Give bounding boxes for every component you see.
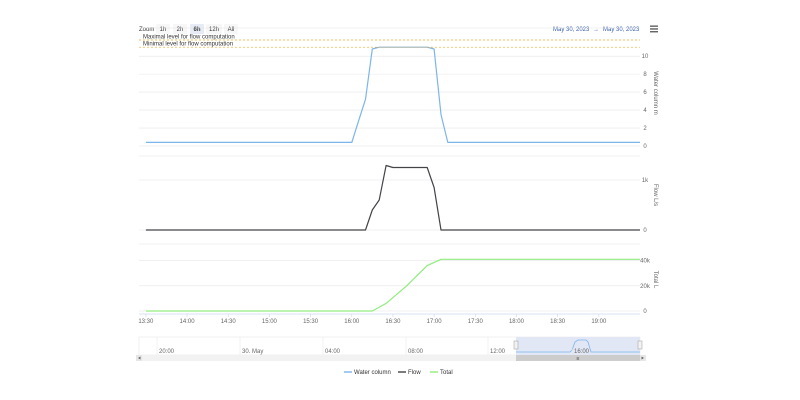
y-axis-title: Water column m <box>652 71 658 114</box>
zoom-button-12h-label: 12h <box>209 27 219 33</box>
scrollbar-track[interactable] <box>139 355 640 361</box>
scrollbar-thumb[interactable] <box>516 355 640 361</box>
date-separator: → <box>593 27 599 33</box>
legend-item-flow[interactable]: Flow <box>398 370 421 376</box>
legend-item-water-column[interactable]: Water column <box>344 370 391 376</box>
x-tick-label: 19:00 <box>591 319 607 325</box>
x-tick-label: 18:30 <box>550 319 566 325</box>
x-tick-label: 15:30 <box>303 319 319 325</box>
navigator-tick-label: 20:00 <box>159 349 175 355</box>
x-tick-label: 16:30 <box>385 319 401 325</box>
zoom-button-all[interactable]: All <box>224 24 238 34</box>
x-tick-label: 13:30 <box>138 319 154 325</box>
date-from-input[interactable]: May 30, 2023 <box>553 27 590 33</box>
x-tick-label: 14:00 <box>180 319 196 325</box>
zoom-button-1h[interactable]: 1h <box>156 24 170 34</box>
zoom-button-2h-label: 2h <box>177 27 184 33</box>
navigator-series-line <box>516 339 640 353</box>
legend-label: Total <box>440 370 453 376</box>
y-axis-title: Total L <box>652 271 658 289</box>
zoom-button-12h[interactable]: 12h <box>206 24 222 34</box>
x-tick-label: 17:30 <box>468 319 484 325</box>
zoom-button-2h[interactable]: 2h <box>173 24 187 34</box>
navigator-handle-left[interactable] <box>513 340 519 350</box>
series-line-water-column[interactable] <box>145 46 640 143</box>
x-tick-label: 14:30 <box>221 319 237 325</box>
y-tick-label: 0 <box>643 228 647 234</box>
range-selector: Zoom 1h 2h 6h 12h All May 30, 2023 → May… <box>139 24 640 34</box>
zoom-button-all-label: All <box>228 27 235 33</box>
y-tick-label: 6 <box>643 90 647 96</box>
legend-label: Water column <box>354 370 391 376</box>
hamburger-menu-icon[interactable] <box>648 24 660 34</box>
scrollbar-right-arrow[interactable] <box>640 355 646 361</box>
y-tick-label: 4 <box>643 108 647 114</box>
legend-label: Flow <box>408 370 421 376</box>
x-tick-label: 16:00 <box>344 319 360 325</box>
plot-line-label: Minimal level for flow computation <box>143 42 233 48</box>
navigator-tick-label: 30. May <box>242 349 263 355</box>
x-tick-label: 17:00 <box>427 319 443 325</box>
y-tick-label: 40k <box>640 259 651 265</box>
scrollbar-grip-icon: ≡ <box>577 356 580 362</box>
navigator-tick-label: 04:00 <box>325 349 341 355</box>
navigator-handle-right[interactable] <box>637 340 643 350</box>
navigator-tick-label: 16:00 <box>574 349 590 355</box>
series-line-total[interactable] <box>145 258 640 312</box>
legend: Water column Flow Total <box>344 370 453 376</box>
chart-panels: 0 2 4 6 8 10 Water column m Maximal level for f… <box>139 27 658 315</box>
navigator-selected-range[interactable] <box>516 337 640 355</box>
date-to-input[interactable]: May 30, 2023 <box>603 27 640 33</box>
panel-1: 0 2 4 6 8 10 Water column m Maximal level for f… <box>139 27 658 150</box>
navigator-tick-label: 12:00 <box>490 349 506 355</box>
y-tick-label: 8 <box>643 72 647 78</box>
y-tick-label: 0 <box>643 309 647 315</box>
series-line-flow[interactable] <box>145 164 640 231</box>
y-axis-title: Flow L/s <box>652 184 658 206</box>
scrollbar-left-arrow[interactable] <box>136 355 142 361</box>
zoom-button-1h-label: 1h <box>160 27 167 33</box>
zoom-button-6h[interactable]: 6h <box>190 24 204 34</box>
legend-item-total[interactable]: Total <box>430 370 453 376</box>
y-tick-label: 10 <box>642 54 649 60</box>
x-tick-label: 15:00 <box>262 319 278 325</box>
zoom-button-6h-label: 6h <box>193 27 200 33</box>
y-tick-label: 0 <box>643 144 647 150</box>
navigator[interactable]: 20:00 30. May 04:00 08:00 12:00 16:00 ≡ <box>136 336 646 362</box>
y-tick-label: 1k <box>642 178 649 184</box>
zoom-label: Zoom <box>139 27 154 33</box>
y-tick-label: 2 <box>643 126 647 132</box>
y-tick-label: 20k <box>640 284 651 290</box>
x-axis: 13:30 14:00 14:30 15:00 15:30 16:00 16:30 17:00… <box>138 313 640 325</box>
plot-line-label: Maximal level for flow computation <box>143 35 235 41</box>
x-tick-label: 18:00 <box>509 319 525 325</box>
navigator-tick-label: 08:00 <box>408 349 424 355</box>
